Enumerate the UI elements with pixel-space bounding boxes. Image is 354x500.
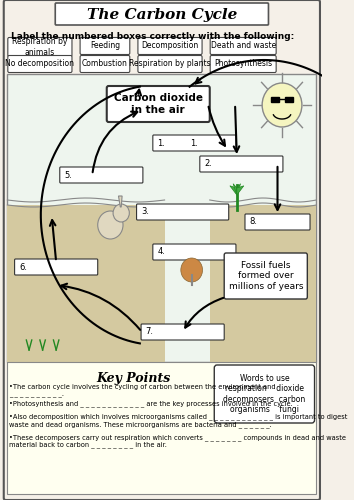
FancyBboxPatch shape xyxy=(55,3,268,25)
Text: Respiration by
animals: Respiration by animals xyxy=(12,38,68,56)
Polygon shape xyxy=(237,186,244,195)
Text: •Also decomposition which involves microorganisms called _ _ _ _ _ _ _ _ _ _ _ _: •Also decomposition which involves micro… xyxy=(9,413,348,428)
FancyBboxPatch shape xyxy=(153,244,236,260)
Text: 2.: 2. xyxy=(204,160,212,168)
FancyBboxPatch shape xyxy=(210,38,276,54)
Text: 6.: 6. xyxy=(19,262,27,272)
FancyBboxPatch shape xyxy=(60,167,143,183)
FancyBboxPatch shape xyxy=(210,56,276,72)
Text: •The carbon cycle involves the cycling of carbon between the environment and
_ _: •The carbon cycle involves the cycling o… xyxy=(9,384,276,398)
FancyBboxPatch shape xyxy=(107,86,210,122)
Text: Words to use
respiration    dioxide
decomposers  carbon
organisms    fungi: Words to use respiration dioxide decompo… xyxy=(223,374,306,414)
Polygon shape xyxy=(7,205,165,362)
FancyBboxPatch shape xyxy=(8,38,72,56)
Text: Key Points: Key Points xyxy=(96,372,170,385)
Text: 1.: 1. xyxy=(190,138,198,147)
Text: 1.: 1. xyxy=(157,138,165,147)
Text: 5.: 5. xyxy=(64,170,72,179)
Text: Fossil fuels
formed over
millions of years: Fossil fuels formed over millions of yea… xyxy=(229,261,303,291)
Text: Label the numbered boxes correctly with the following:: Label the numbered boxes correctly with … xyxy=(11,32,294,41)
FancyBboxPatch shape xyxy=(8,56,72,72)
Circle shape xyxy=(181,258,202,282)
Polygon shape xyxy=(210,205,316,362)
Circle shape xyxy=(262,83,302,127)
FancyBboxPatch shape xyxy=(224,253,307,299)
FancyBboxPatch shape xyxy=(80,38,130,54)
FancyBboxPatch shape xyxy=(137,204,229,220)
FancyBboxPatch shape xyxy=(15,259,98,275)
Polygon shape xyxy=(183,270,201,275)
Bar xyxy=(271,97,279,102)
Text: No decomposition: No decomposition xyxy=(5,60,74,68)
FancyBboxPatch shape xyxy=(141,324,224,340)
Circle shape xyxy=(98,211,123,239)
Polygon shape xyxy=(233,184,237,195)
Text: Photosynthesis: Photosynthesis xyxy=(214,60,272,68)
Text: •These decomposers carry out respiration which converts _ _ _ _ _ _ _ compounds : •These decomposers carry out respiration… xyxy=(9,434,346,448)
Text: Combustion: Combustion xyxy=(82,60,128,68)
FancyBboxPatch shape xyxy=(138,56,202,72)
Polygon shape xyxy=(230,186,237,195)
FancyBboxPatch shape xyxy=(200,156,283,172)
Text: Respiration by plants: Respiration by plants xyxy=(129,60,211,68)
Text: Carbon dioxide
in the air: Carbon dioxide in the air xyxy=(114,93,203,115)
Circle shape xyxy=(113,204,129,222)
Text: 7.: 7. xyxy=(145,328,154,336)
Polygon shape xyxy=(237,184,241,195)
FancyBboxPatch shape xyxy=(80,56,130,72)
FancyBboxPatch shape xyxy=(153,135,236,151)
Text: Decomposition: Decomposition xyxy=(141,42,199,50)
Text: •Photosynthesis and _ _ _ _ _ _ _ _ _ _ _ _ are the key processes involved in th: •Photosynthesis and _ _ _ _ _ _ _ _ _ _ … xyxy=(9,400,293,407)
Bar xyxy=(285,97,293,102)
Polygon shape xyxy=(119,196,122,207)
Text: Feeding: Feeding xyxy=(90,42,120,50)
Text: Death and waste: Death and waste xyxy=(211,42,276,50)
Text: 8.: 8. xyxy=(250,218,257,226)
FancyBboxPatch shape xyxy=(7,74,316,362)
FancyBboxPatch shape xyxy=(214,365,315,423)
Text: The Carbon Cycle: The Carbon Cycle xyxy=(87,8,237,22)
FancyBboxPatch shape xyxy=(7,362,316,494)
Text: 3.: 3. xyxy=(141,208,149,216)
FancyBboxPatch shape xyxy=(245,214,310,230)
Text: 4.: 4. xyxy=(157,248,165,256)
FancyBboxPatch shape xyxy=(138,38,202,54)
